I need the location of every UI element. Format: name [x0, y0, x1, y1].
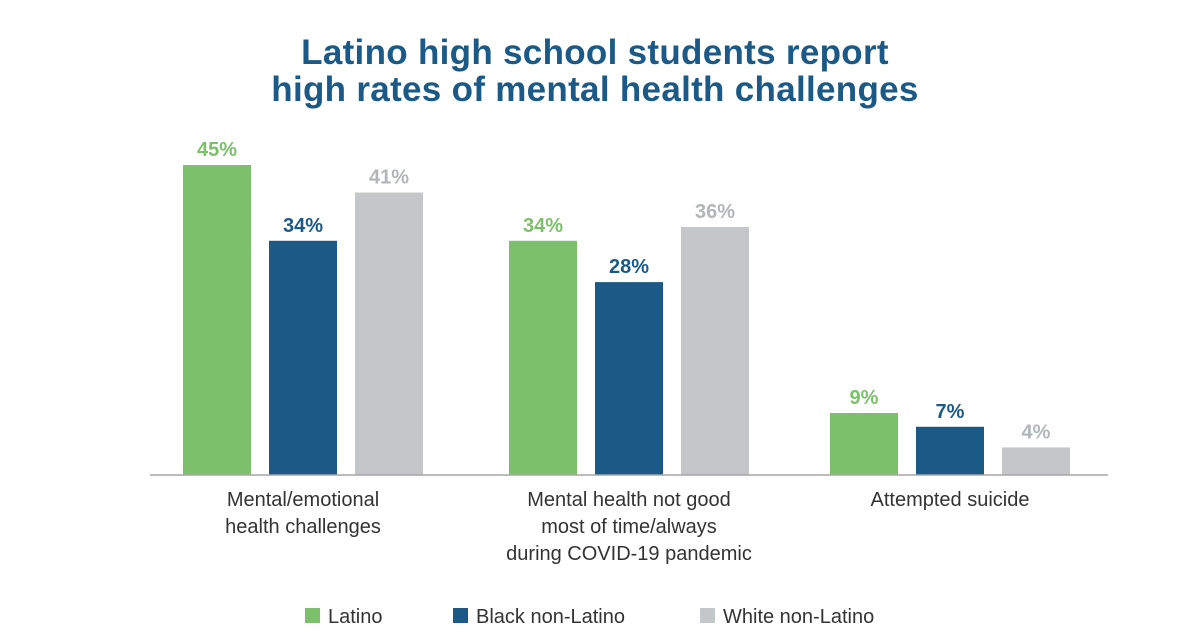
- bar-black-non-latino-1: [595, 282, 663, 475]
- bar-latino-0: [183, 165, 251, 475]
- legend-label-white-non-latino: White non-Latino: [723, 606, 874, 628]
- bar-latino-1: [509, 240, 577, 475]
- bar-white-non-latino-0: [355, 192, 423, 476]
- legend-label-latino: Latino: [328, 606, 383, 628]
- bar-value-label: 41%: [369, 167, 409, 189]
- bar-value-label: 9%: [850, 387, 879, 409]
- bar-black-non-latino-2: [916, 426, 984, 475]
- chart-title: Latino high school students report high …: [0, 34, 1190, 108]
- bar-black-non-latino-0: [269, 240, 337, 475]
- legend-label-black-non-latino: Black non-Latino: [476, 606, 625, 628]
- legend-swatch-white-non-latino: [700, 608, 715, 623]
- category-label-line: Mental health not good: [527, 489, 731, 511]
- category-label-line: most of time/always: [541, 516, 717, 538]
- bars-group: 45% 34% 41% 34% 28% 36% 9% 7% 4%: [183, 139, 1070, 476]
- bar-value-label: 34%: [523, 215, 563, 237]
- category-label-line: Mental/emotional: [227, 489, 379, 511]
- legend-swatch-latino: [305, 608, 320, 623]
- bar-latino-2: [830, 413, 898, 475]
- category-labels: Mental/emotional health challenges Mental …: [225, 489, 1029, 565]
- chart-title-line-1: Latino high school students report: [301, 33, 889, 72]
- legend: Latino Black non-Latino White non-Latino: [305, 606, 874, 628]
- bar-white-non-latino-1: [681, 227, 749, 475]
- bar-value-label: 28%: [609, 256, 649, 278]
- bar-value-label: 45%: [197, 139, 237, 161]
- category-label-line: during COVID-19 pandemic: [506, 543, 752, 565]
- bar-value-label: 7%: [936, 401, 965, 423]
- category-label-line: Attempted suicide: [871, 489, 1030, 511]
- bar-value-label: 36%: [695, 201, 735, 223]
- chart-title-line-2: high rates of mental health challenges: [271, 70, 919, 109]
- legend-swatch-black-non-latino: [453, 608, 468, 623]
- bar-value-label: 4%: [1022, 421, 1051, 443]
- bar-white-non-latino-2: [1002, 447, 1070, 475]
- bar-value-label: 34%: [283, 215, 323, 237]
- category-label-line: health challenges: [225, 516, 381, 538]
